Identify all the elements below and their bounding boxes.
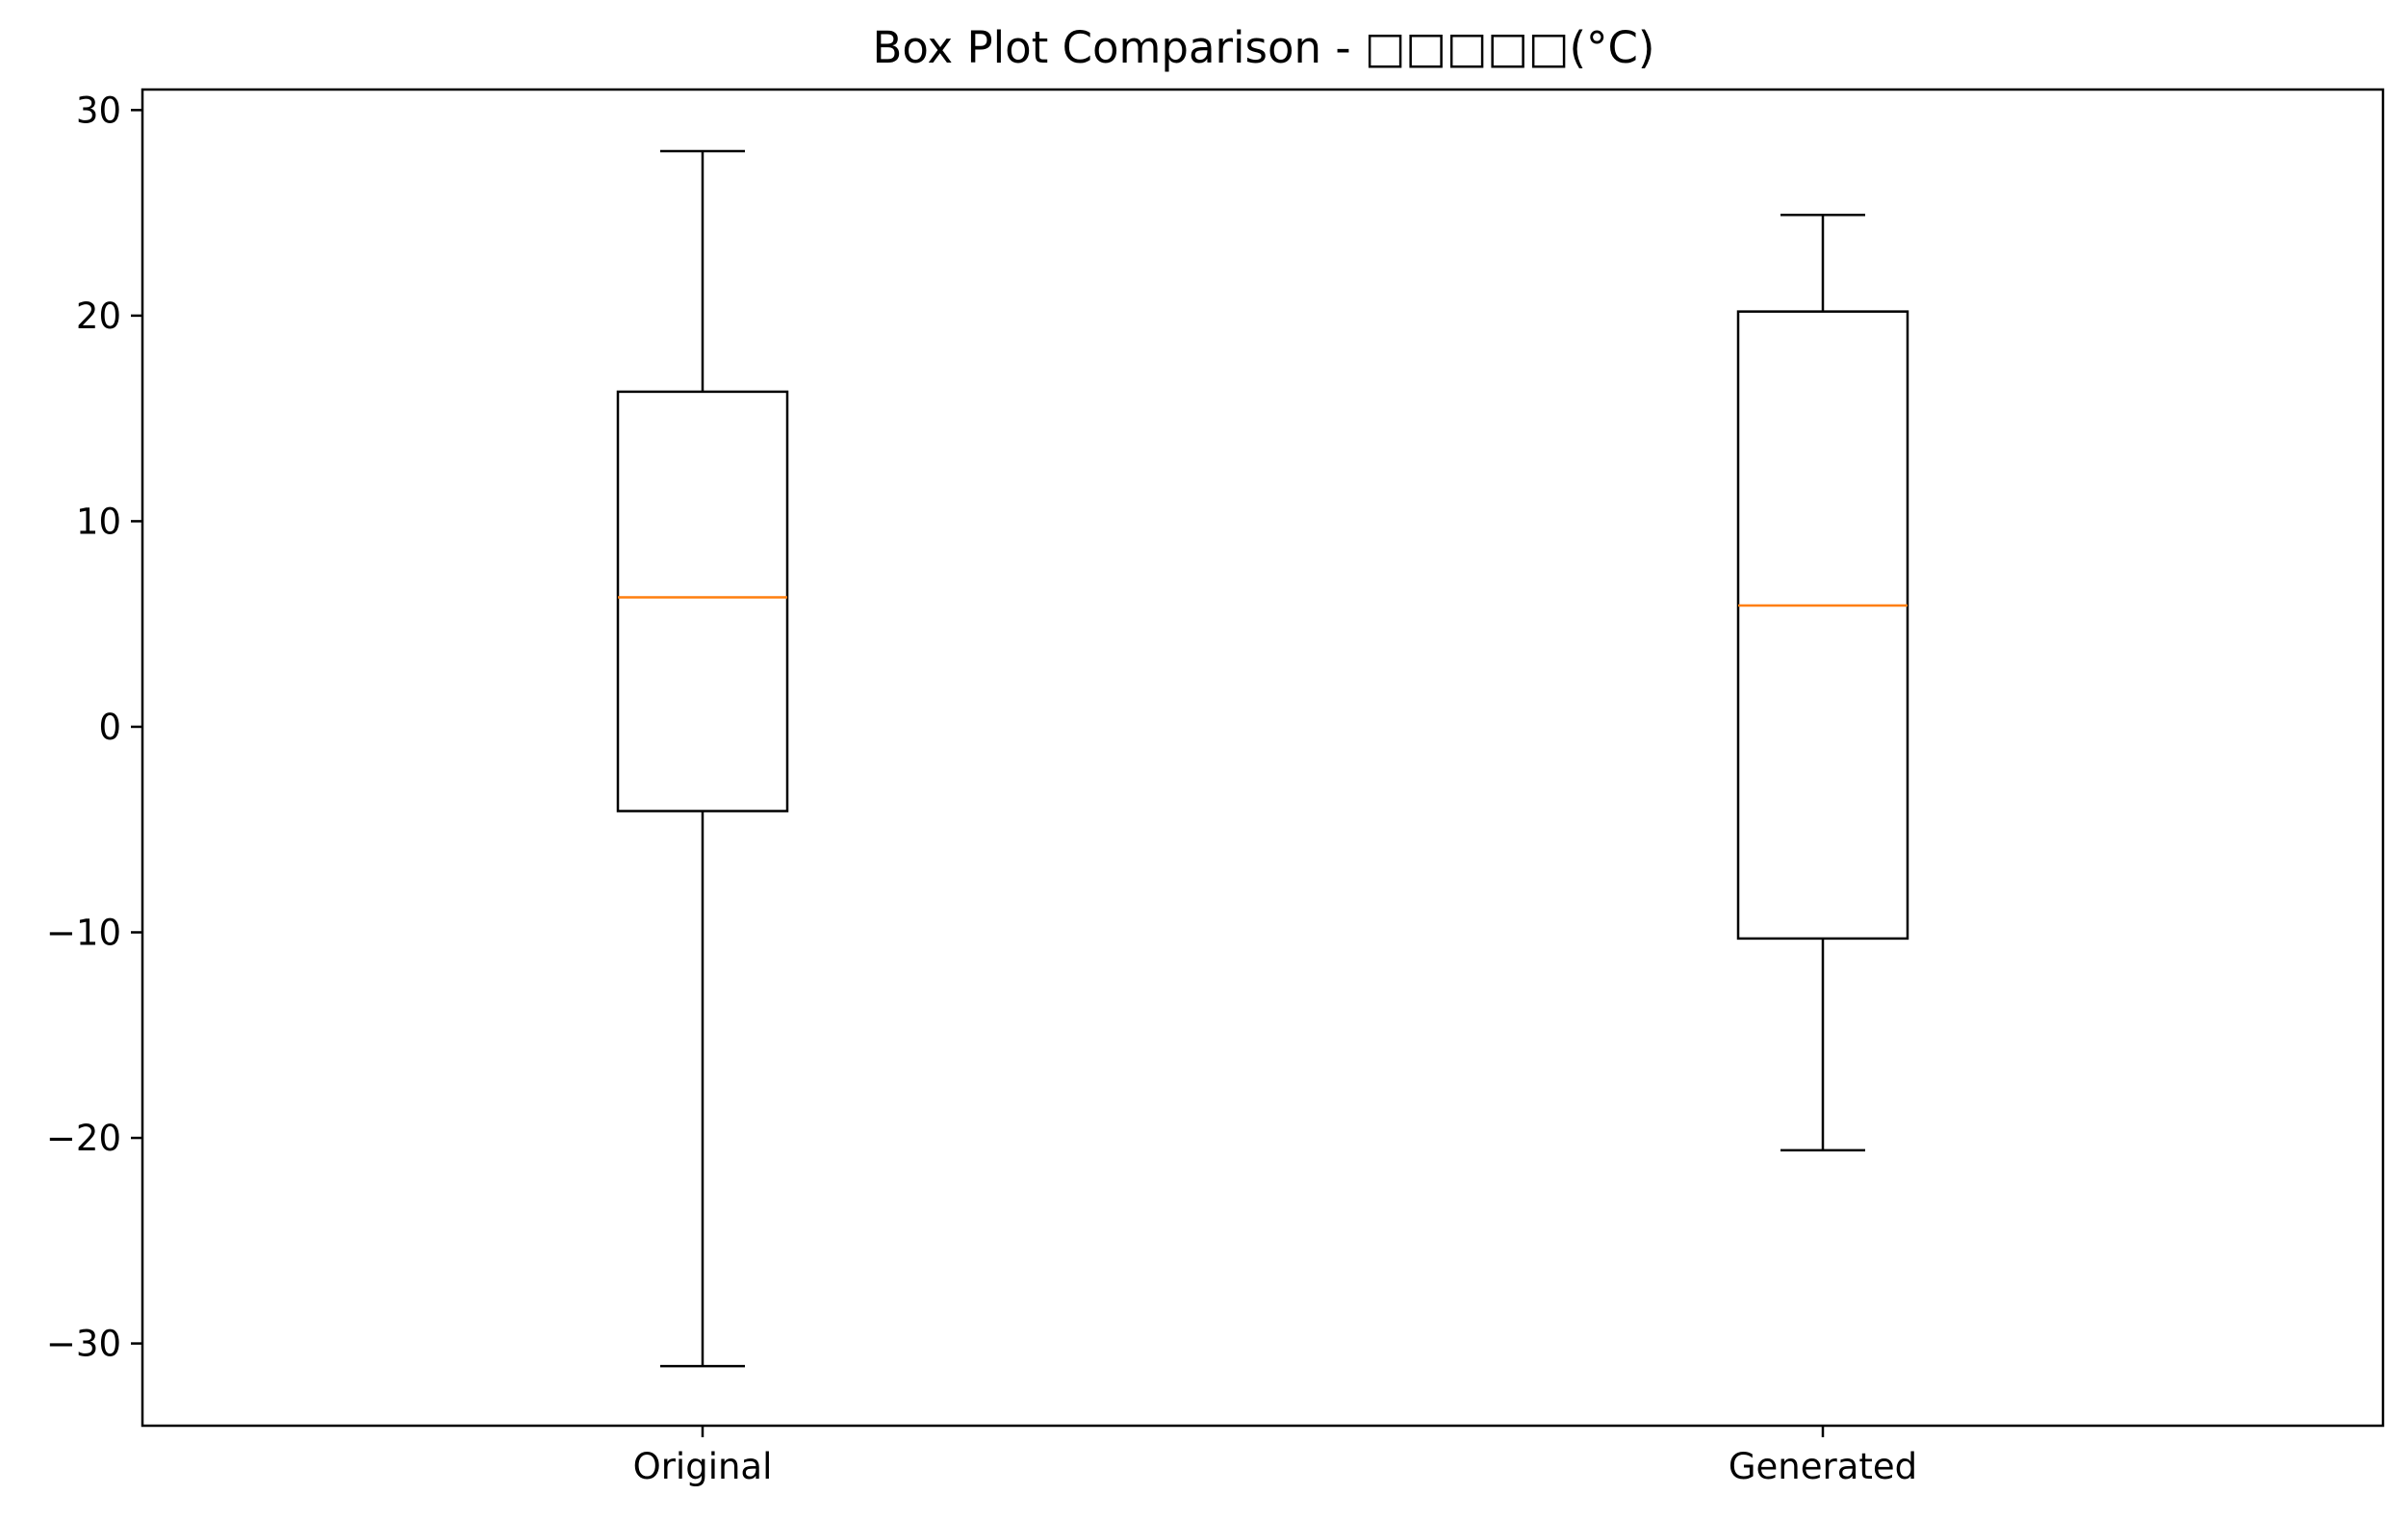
boxes-group — [616, 149, 1909, 1368]
x-axis: Original Generated — [633, 1426, 1917, 1487]
x-tick-label: Original — [633, 1446, 773, 1487]
x-tick-label: Generated — [1729, 1446, 1917, 1487]
y-axis: 30 20 10 0 −10 −20 −30 — [46, 90, 142, 1365]
chart-title: Box Plot Comparison - □□□□□(°C) — [873, 22, 1655, 73]
y-tick-label: 10 — [76, 501, 121, 542]
box-generated — [1736, 214, 1909, 1152]
y-tick-label: 30 — [76, 90, 121, 131]
iqr-box — [1736, 310, 1909, 941]
y-tick-label: 20 — [76, 296, 121, 337]
y-tick-label: −10 — [46, 913, 121, 954]
y-tick-label: −20 — [46, 1118, 121, 1159]
plot-frame — [141, 88, 2385, 1428]
y-tick-label: 0 — [98, 707, 121, 748]
y-tick-label: −30 — [46, 1324, 121, 1365]
box-original — [616, 149, 789, 1368]
iqr-box — [616, 390, 789, 812]
